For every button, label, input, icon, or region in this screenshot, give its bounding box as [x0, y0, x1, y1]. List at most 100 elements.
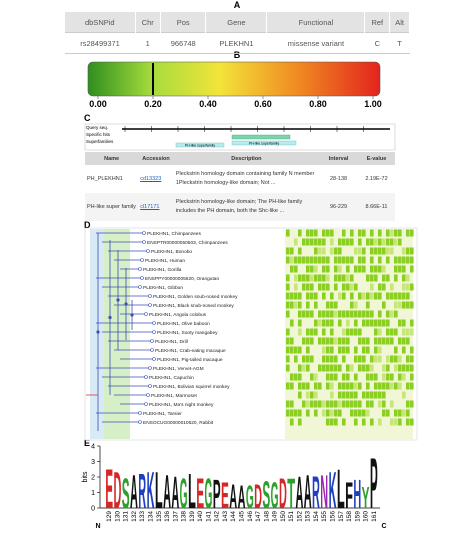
alignment-block: [306, 238, 310, 246]
alignment-block: [346, 400, 350, 408]
logo-letter: L: [188, 463, 196, 519]
alignment-block: [298, 409, 302, 417]
alignment-block: [310, 256, 314, 264]
alignment-block: [302, 283, 306, 291]
alignment-block: [394, 274, 398, 282]
alignment-block: [410, 373, 414, 381]
position-label: 143: [222, 511, 229, 522]
logo-letter: P: [213, 473, 221, 518]
alignment-block: [338, 346, 342, 354]
alignment-block: [382, 238, 386, 246]
alignment-block: [290, 247, 294, 255]
alignment-block: [382, 391, 386, 399]
alignment-block: [350, 391, 354, 399]
leaf-label: PLEKHN1, Pig-tailed macaque: [157, 357, 223, 363]
alignment-block: [390, 238, 394, 246]
alignment-block: [314, 238, 318, 246]
alignment-block: [326, 310, 330, 318]
alignment-block: [322, 247, 326, 255]
position-label: 139: [189, 511, 196, 522]
leaf-node: [152, 321, 156, 325]
header-cell: Ref: [364, 12, 391, 33]
accession-link[interactable]: cd13323: [140, 175, 162, 182]
alignment-block: [322, 238, 326, 246]
leaf-label: ENSPTR00000050503, Chimpanzees: [147, 240, 228, 246]
alignment-block: [326, 400, 330, 408]
x-tick-label: 0.20: [144, 99, 162, 109]
alignment-block: [350, 283, 354, 291]
logo-letter: L: [155, 461, 163, 519]
alignment-block: [330, 400, 334, 408]
alignment-block: [370, 256, 374, 264]
accession-link[interactable]: cl17171: [138, 193, 174, 221]
alignment-block: [338, 292, 342, 300]
alignment-block: [394, 265, 398, 273]
cell: 8.66E-11: [357, 193, 395, 221]
alignment-block: [358, 364, 362, 372]
position-label: 146: [247, 511, 254, 522]
alignment-block: [326, 319, 330, 327]
alignment-block: [370, 391, 374, 399]
alignment-block: [378, 391, 382, 399]
alignment-block: [374, 346, 378, 354]
alignment-block: [350, 301, 354, 309]
alignment-block: [306, 337, 310, 345]
alignment-block: [306, 310, 310, 318]
alignment-block: [334, 400, 338, 408]
cell: C: [364, 32, 390, 54]
logo-letter: D: [113, 461, 121, 519]
alignment-block: [366, 382, 370, 390]
header-cell: Accession: [138, 152, 174, 165]
leaf-node: [148, 366, 152, 370]
alignment-block: [374, 373, 378, 381]
alignment-block: [410, 283, 414, 291]
alignment-block: [298, 382, 302, 390]
alignment-block: [410, 319, 414, 327]
alignment-block: [326, 382, 330, 390]
alignment-block: [298, 418, 302, 426]
alignment-block: [286, 229, 290, 237]
alignment-block: [374, 391, 378, 399]
alignment-block: [322, 292, 326, 300]
alignment-block: [298, 319, 302, 327]
alignment-block: [410, 247, 414, 255]
alignment-block: [342, 238, 346, 246]
alignment-block: [306, 346, 310, 354]
alignment-block: [378, 238, 382, 246]
x-tick-label: 0.00: [89, 99, 107, 109]
alignment-block: [398, 265, 402, 273]
snp-table: dbSNPid Chr Pos Gene Functional Ref Alt …: [65, 12, 410, 54]
alignment-block: [374, 319, 378, 327]
alignment-block: [318, 319, 322, 327]
alignment-block: [314, 391, 318, 399]
alignment-block: [314, 292, 318, 300]
leaf-node: [144, 402, 148, 406]
alignment-block: [394, 355, 398, 363]
logo-letter: Y: [362, 480, 370, 514]
alignment-block: [314, 301, 318, 309]
alignment-block: [370, 283, 374, 291]
alignment-block: [382, 265, 386, 273]
sequence-end: C: [381, 523, 386, 530]
alignment-block: [314, 319, 318, 327]
alignment-block: [370, 355, 374, 363]
alignment-block: [322, 265, 326, 273]
alignment-block: [366, 319, 370, 327]
alignment-block: [286, 328, 290, 336]
alignment-block: [394, 328, 398, 336]
alignment-block: [298, 301, 302, 309]
alignment-block: [330, 238, 334, 246]
alignment-block: [326, 373, 330, 381]
cell: 28-138: [329, 175, 348, 182]
alignment-block: [358, 265, 362, 273]
alignment-block: [318, 283, 322, 291]
alignment-block: [370, 400, 374, 408]
alignment-block: [286, 400, 290, 408]
superfamily-hit: [231, 140, 297, 146]
cell: T: [389, 32, 410, 54]
alignment-block: [358, 355, 362, 363]
alignment-block: [362, 310, 366, 318]
alignment-block: [314, 328, 318, 336]
alignment-block: [286, 301, 290, 309]
logo-letter: A: [163, 467, 171, 519]
